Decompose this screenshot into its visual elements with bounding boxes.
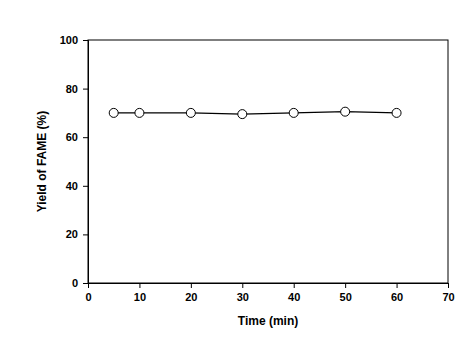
tick: 70 [442, 283, 454, 303]
x-axis: 0 10 20 30 40 50 60 70 [85, 283, 454, 303]
tick-label: 60 [391, 291, 403, 303]
tick-label: 20 [66, 228, 78, 240]
series [109, 107, 401, 118]
tick-mark [294, 283, 295, 288]
point [392, 108, 401, 117]
plot: 0 10 20 30 40 50 60 70 0 20 40 60 80 100 [60, 34, 455, 303]
tick: 50 [340, 283, 352, 303]
plot-frame [88, 40, 448, 283]
tick-label: 40 [288, 291, 300, 303]
tick-label: 70 [442, 291, 454, 303]
tick-mark [448, 283, 449, 288]
tick: 20 [66, 228, 88, 240]
tick-mark [83, 186, 88, 187]
tick-label: 0 [72, 277, 78, 289]
tick: 80 [66, 83, 88, 95]
tick: 60 [391, 283, 403, 303]
point [135, 108, 144, 117]
tick: 0 [85, 283, 91, 303]
point [186, 108, 195, 117]
line [114, 112, 397, 114]
tick: 40 [288, 283, 300, 303]
tick-label: 60 [66, 131, 78, 143]
tick-mark [345, 283, 346, 288]
tick: 0 [72, 277, 88, 289]
tick-mark [191, 283, 192, 288]
tick-label: 40 [66, 180, 78, 192]
tick-mark [397, 283, 398, 288]
point [238, 110, 247, 119]
tick-mark [139, 283, 140, 288]
point [341, 107, 350, 116]
tick: 10 [134, 283, 146, 303]
tick-mark [83, 40, 88, 41]
tick: 60 [66, 131, 88, 143]
tick: 30 [237, 283, 249, 303]
chart: 0 10 20 30 40 50 60 70 0 20 40 60 80 100 Time (min) Yie… [0, 0, 476, 349]
point [109, 108, 118, 117]
tick-mark [83, 234, 88, 235]
y-axis-title: Yield of FAME (%) [35, 111, 49, 213]
tick-label: 80 [66, 83, 78, 95]
tick-mark [83, 89, 88, 90]
tick: 40 [66, 180, 88, 192]
tick-label: 100 [60, 34, 78, 46]
tick: 100 [60, 34, 88, 46]
x-axis-title: Time (min) [238, 314, 298, 328]
tick-mark [83, 137, 88, 138]
tick-label: 50 [340, 291, 352, 303]
axis-line [83, 41, 89, 284]
tick: 20 [185, 283, 197, 303]
point [289, 108, 298, 117]
tick-label: 0 [85, 291, 91, 303]
tick-mark [242, 283, 243, 288]
axis-line [89, 284, 449, 289]
tick-label: 30 [237, 291, 249, 303]
tick-label: 10 [134, 291, 146, 303]
y-axis: 0 20 40 60 80 100 [60, 34, 89, 289]
tick-mark [83, 283, 88, 284]
tick-label: 20 [185, 291, 197, 303]
